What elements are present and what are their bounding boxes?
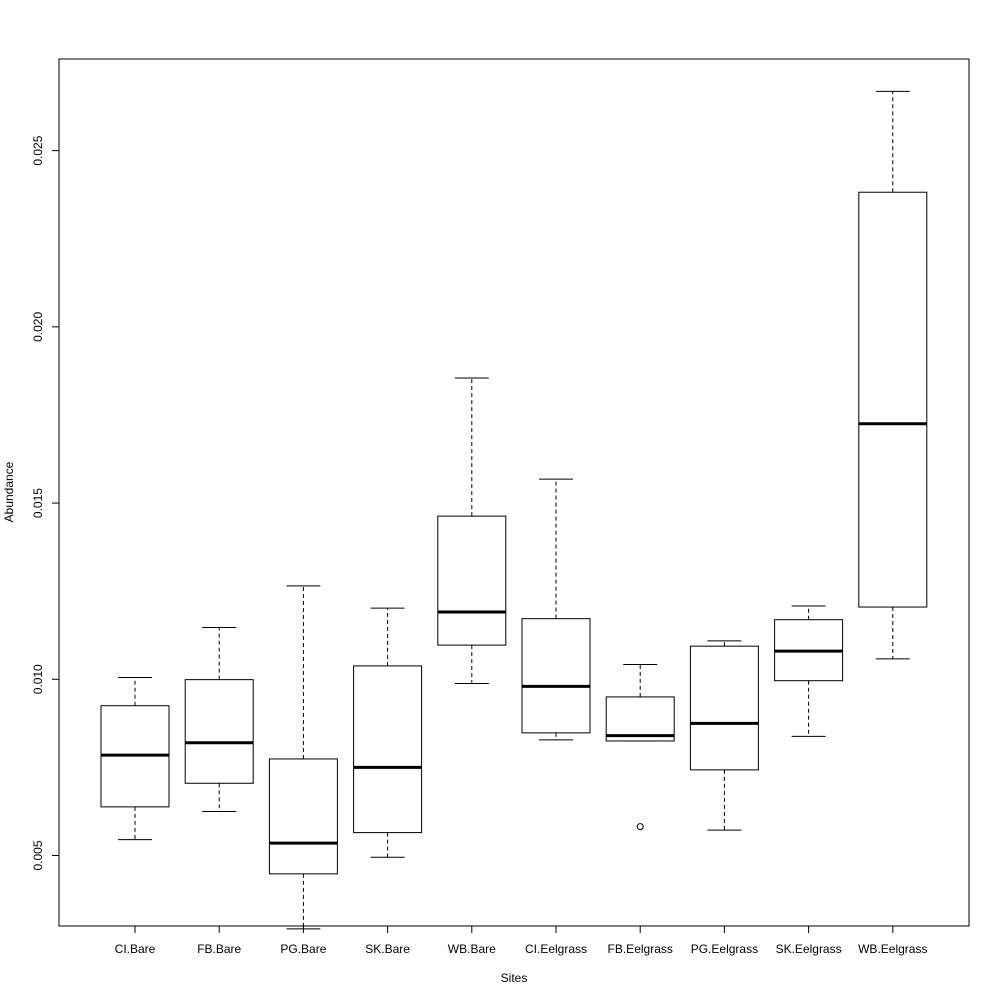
x-tick-label: PG.Eelgrass	[691, 942, 758, 956]
box-WB.Bare	[437, 377, 507, 685]
box-body	[268, 758, 338, 875]
x-axis: CI.Bare FB.Bare PG.Bare SK.Bare WB.Bare CI.Ee…	[115, 925, 927, 956]
box-WB.Eelgrass	[858, 90, 928, 660]
y-tick-label: 0.020	[31, 312, 45, 342]
box-body	[689, 645, 759, 771]
x-tick-label: SK.Eelgrass	[776, 942, 842, 956]
x-tick-label: CI.Bare	[115, 942, 156, 956]
x-tick-label: CI.Eelgrass	[525, 942, 587, 956]
box-FB.Bare	[184, 626, 254, 812]
x-tick-label: PG.Bare	[280, 942, 326, 956]
box-body	[353, 665, 423, 834]
box-FB.Eelgrass	[605, 663, 675, 831]
y-tick-label: 0.015	[31, 488, 45, 518]
x-axis-label: Sites	[501, 971, 528, 985]
plot-frame	[58, 58, 970, 927]
x-tick-label: WB.Bare	[448, 942, 496, 956]
y-tick-label: 0.025	[31, 135, 45, 165]
box-body	[184, 679, 254, 784]
box-PG.Bare	[268, 585, 338, 930]
box-body	[521, 618, 591, 734]
x-tick-label: SK.Bare	[365, 942, 410, 956]
y-tick-label: 0.010	[31, 664, 45, 694]
y-axis: 0.005 0.010 0.015 0.020 0.025	[31, 135, 60, 871]
box-body	[437, 515, 507, 646]
outlier-point	[636, 823, 644, 831]
box-PG.Eelgrass	[689, 640, 759, 831]
y-axis-label: Abundance	[2, 461, 16, 522]
box-SK.Bare	[353, 607, 423, 858]
box-body	[605, 696, 675, 742]
box-SK.Eelgrass	[774, 605, 844, 737]
box-CI.Bare	[100, 677, 170, 841]
box-CI.Eelgrass	[521, 478, 591, 741]
box-body	[858, 191, 928, 608]
box-series	[100, 90, 928, 930]
x-tick-label: FB.Eelgrass	[608, 942, 673, 956]
x-tick-label: WB.Eelgrass	[858, 942, 927, 956]
y-tick-label: 0.005	[31, 840, 45, 870]
x-tick-label: FB.Bare	[197, 942, 241, 956]
